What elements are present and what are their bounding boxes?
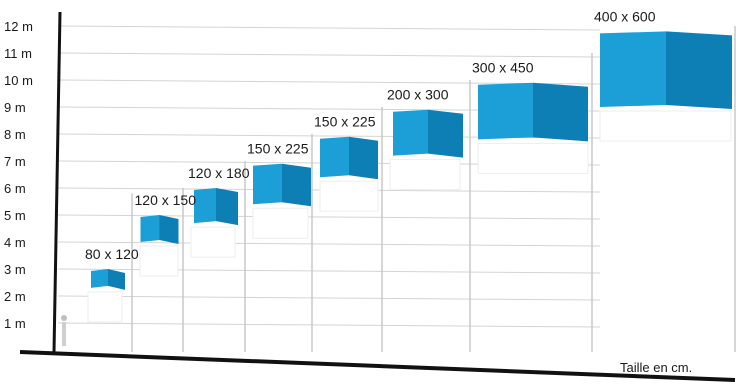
flag-panel-left <box>194 188 216 224</box>
flag-panel-left <box>140 215 160 242</box>
flag-panel-right <box>108 269 125 290</box>
flag-size-label: 120 x 150 <box>135 192 197 208</box>
flag-panel-left <box>91 269 108 288</box>
grid-line <box>57 25 601 31</box>
flag-card <box>139 245 179 277</box>
flag-panel-right <box>282 163 311 207</box>
flag-size-label: 400 x 600 <box>594 8 656 24</box>
flag-size-label: 80 x 120 <box>85 246 139 262</box>
flag-panel-right <box>349 136 378 180</box>
x-axis-label: Taille en cm. <box>620 360 692 375</box>
y-tick-label: 2 m <box>4 289 26 304</box>
person-icon <box>61 315 67 346</box>
y-tick-label: 4 m <box>4 235 26 250</box>
y-tick-label: 11 m <box>4 46 32 61</box>
flag-panel-left <box>253 163 282 205</box>
flag-size-label: 120 x 180 <box>188 165 250 181</box>
flag-panel-left <box>320 136 349 178</box>
y-tick-label: 3 m <box>4 262 26 277</box>
flag-panel-right <box>428 109 463 158</box>
grid-line <box>57 214 601 220</box>
flag-size-label: 150 x 225 <box>247 141 309 157</box>
y-tick-labels: 1 m 2 m 3 m 4 m 5 m 6 m 7 m 8 m 9 m 10 m 11 m 12 m <box>4 19 33 331</box>
flag-panel-right <box>666 31 732 109</box>
flag-panel-right <box>533 82 588 142</box>
flag-card <box>252 207 309 239</box>
flag-size-label: 300 x 450 <box>472 60 534 76</box>
grid-line <box>57 79 601 85</box>
y-tick-label: 1 m <box>4 316 26 331</box>
y-tick-label: 10 m <box>4 73 33 88</box>
flag-panel-left <box>600 31 666 107</box>
flag-size-label: 200 x 300 <box>387 87 449 103</box>
grid-line <box>57 322 601 328</box>
flag-panel-right <box>216 188 238 226</box>
category-labels: 80 x 120 120 x 150 120 x 180 150 x 225 150 x… <box>85 8 656 262</box>
flag-card <box>87 291 123 323</box>
pole-group <box>87 26 736 352</box>
flag-card <box>389 159 461 191</box>
flag-card <box>477 142 589 174</box>
y-axis <box>52 11 62 353</box>
grid-line <box>57 241 601 247</box>
flag-panel-left <box>478 82 533 140</box>
flag-card <box>319 180 379 212</box>
y-tick-label: 8 m <box>4 127 26 142</box>
flag-size-label: 150 x 225 <box>314 114 376 130</box>
flag-panel-right <box>159 215 179 244</box>
grid-line <box>57 268 601 274</box>
y-tick-label: 12 m <box>4 19 33 34</box>
person-head <box>61 315 67 321</box>
flag-group <box>61 31 732 346</box>
y-tick-label: 5 m <box>4 208 26 223</box>
flag-card <box>599 110 732 142</box>
grid-line <box>57 295 601 301</box>
x-axis <box>19 350 736 382</box>
y-tick-label: 6 m <box>4 181 26 196</box>
y-tick-label: 9 m <box>4 100 26 115</box>
grid-line <box>57 52 601 58</box>
y-tick-label: 7 m <box>4 154 26 169</box>
flag-panel-left <box>393 109 428 156</box>
person-body <box>62 322 66 346</box>
flag-card <box>190 226 236 258</box>
